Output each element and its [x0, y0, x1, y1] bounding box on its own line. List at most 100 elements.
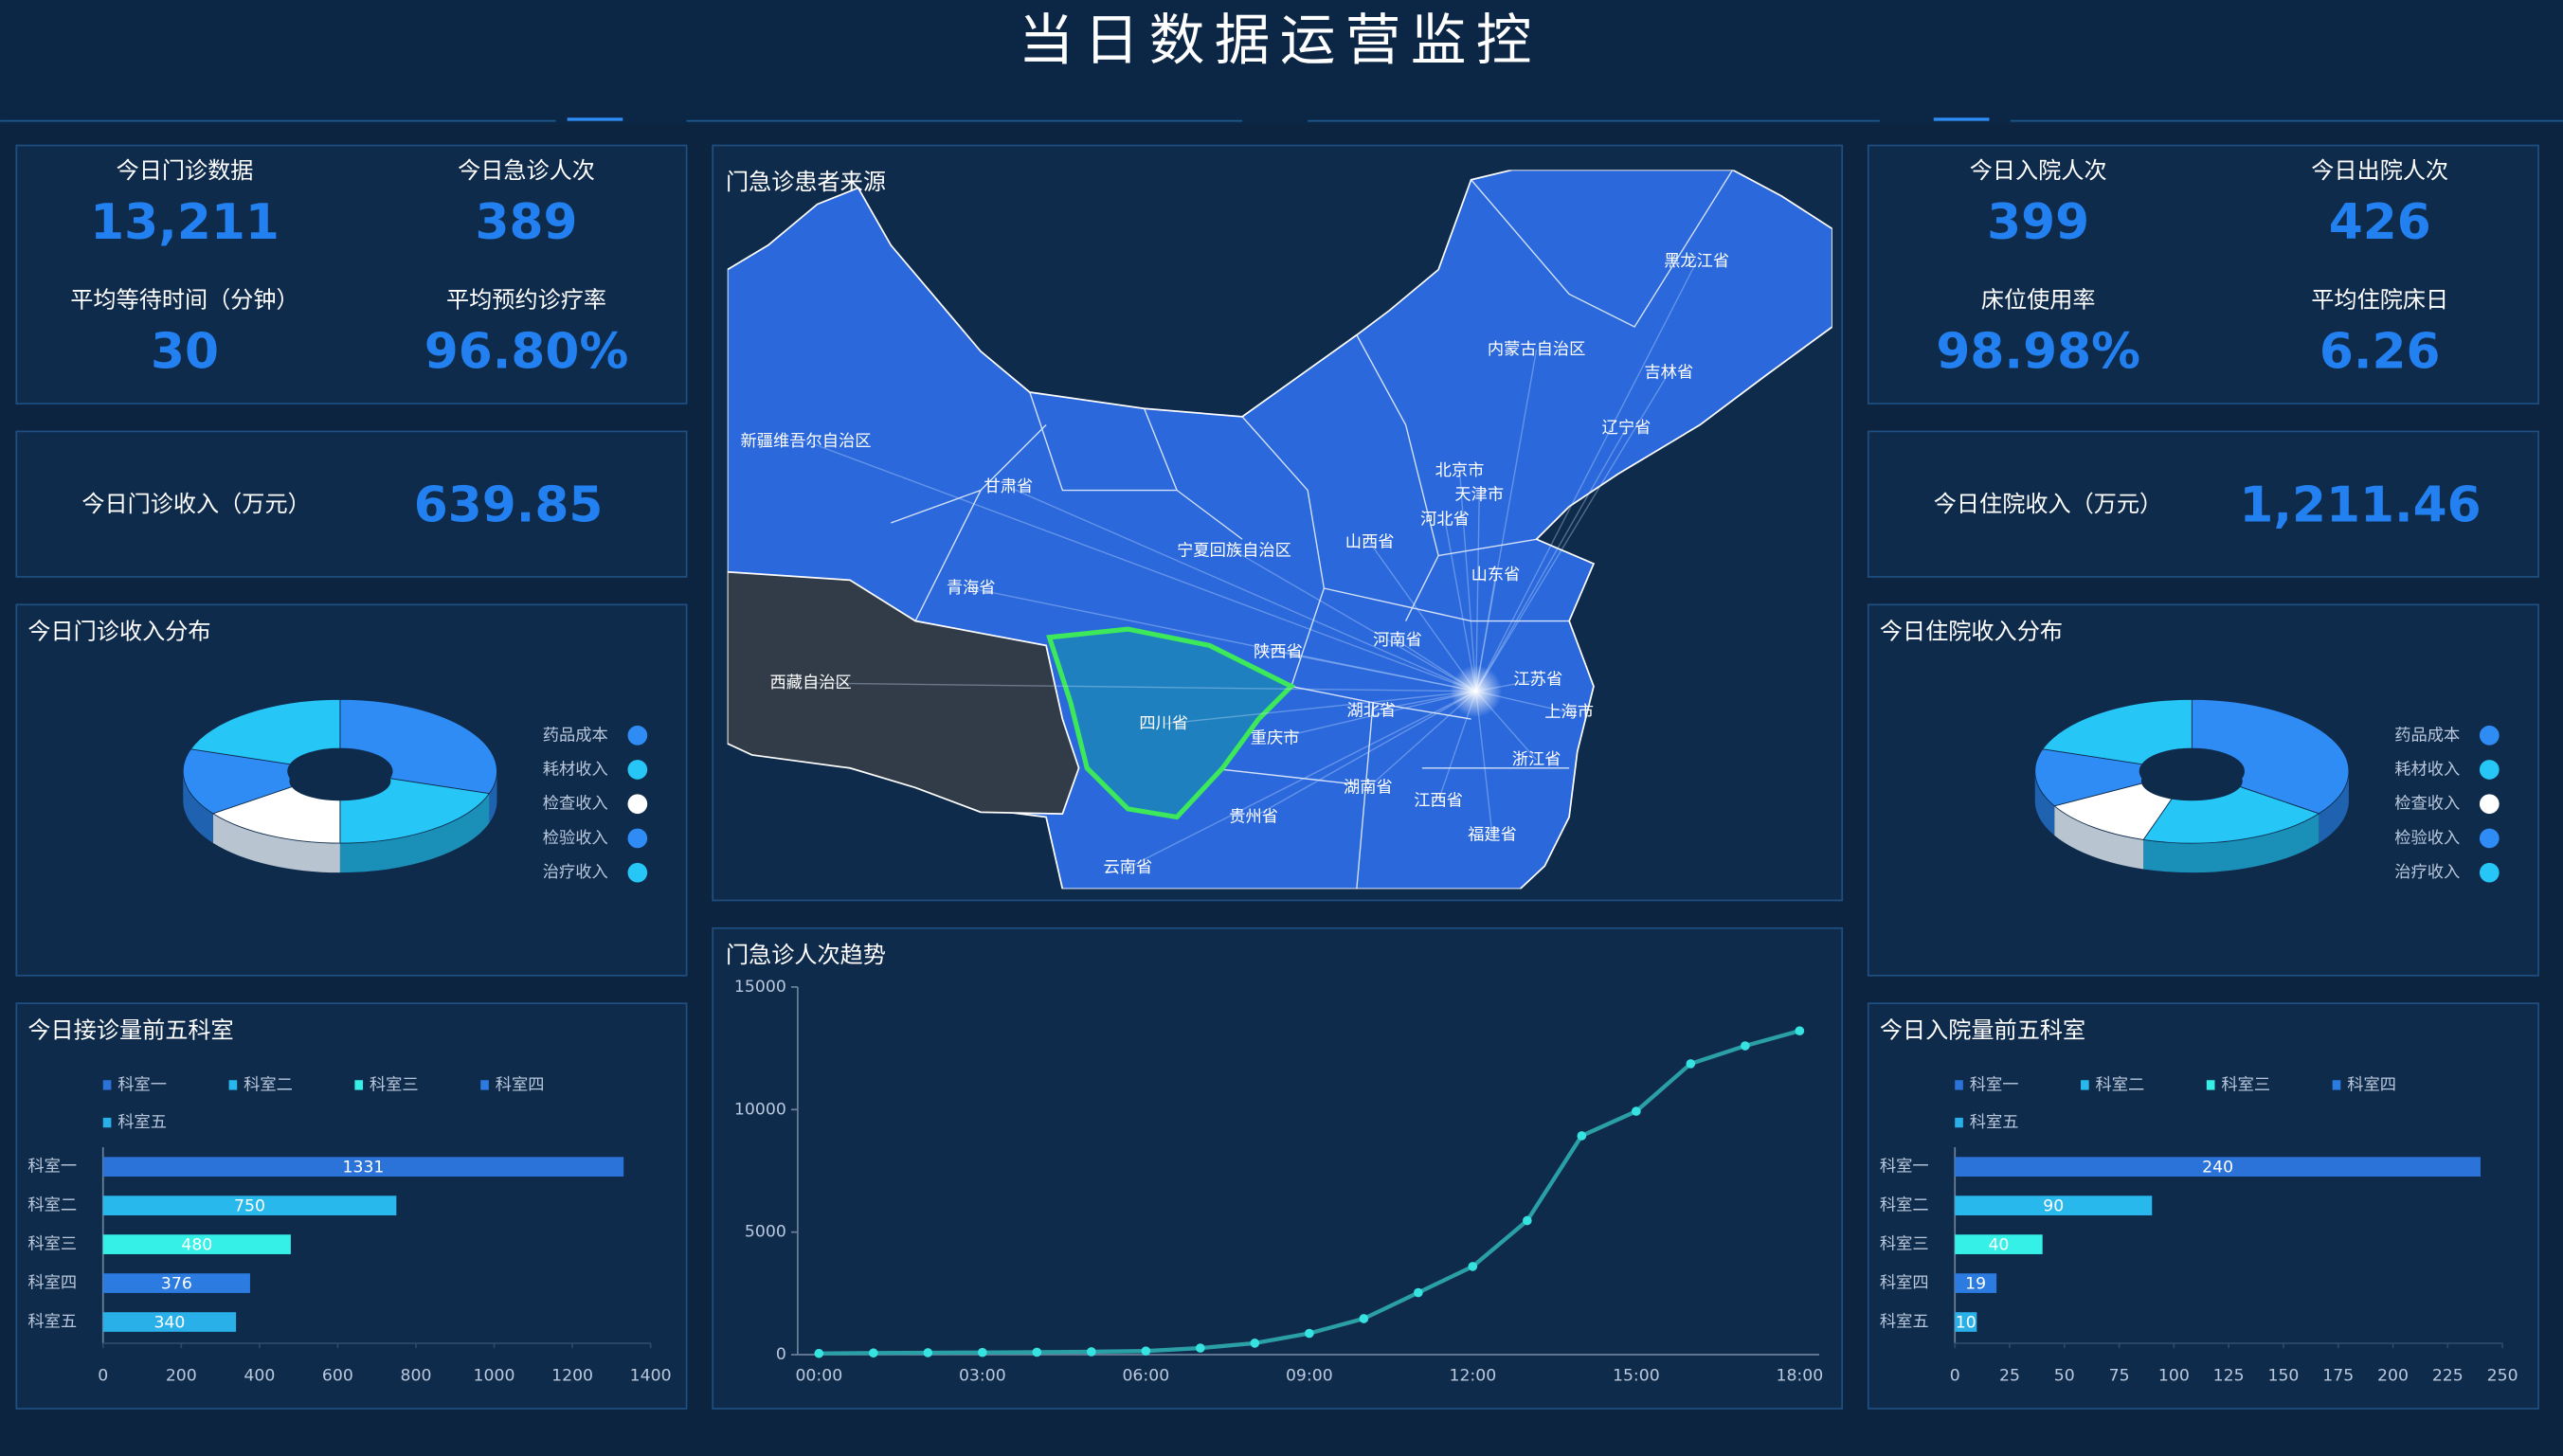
legend-label: 治疗收入 [2394, 863, 2460, 882]
map-label: 辽宁省 [1602, 419, 1652, 438]
bar [1955, 1273, 1997, 1293]
panel [712, 926, 1844, 1410]
data-label: 240 [2202, 1159, 2233, 1177]
panel [15, 144, 688, 404]
y-tick-label: 科室四 [1880, 1274, 1929, 1293]
map-label: 江西省 [1414, 791, 1463, 810]
page-title: 当日数据运营监控 [1019, 9, 1542, 73]
legend-label: 科室一 [117, 1075, 167, 1094]
panel-title: 今日住院收入分布 [1880, 619, 2063, 645]
x-tick-label: 1400 [630, 1366, 672, 1385]
flow-line [1475, 261, 1698, 692]
point [1468, 1262, 1478, 1271]
legend-label: 科室五 [117, 1113, 167, 1132]
point [814, 1348, 824, 1358]
flow-line [1475, 427, 1628, 692]
flow-line [1128, 691, 1477, 869]
map-label: 福建省 [1468, 825, 1517, 844]
map-label: 甘肃省 [984, 477, 1034, 496]
bar [1955, 1195, 2153, 1215]
map-label: 河南省 [1373, 631, 1422, 650]
map-label: 吉林省 [1644, 363, 1693, 382]
x-tick-label: 1000 [474, 1366, 515, 1385]
kpi-value: 96.80% [424, 323, 629, 380]
flow-line [1274, 691, 1476, 740]
y-tick-label: 15000 [734, 978, 786, 997]
x-tick-label: 75 [2109, 1366, 2130, 1385]
point [1195, 1343, 1205, 1353]
kpi-value: 426 [2329, 194, 2431, 251]
y-tick-label: 5000 [745, 1223, 786, 1242]
kpi-label: 今日出院人次 [2311, 157, 2448, 184]
legend-label: 检查收入 [2394, 795, 2460, 814]
pie-slice [339, 698, 497, 795]
kpi-label: 今日门诊数据 [117, 157, 254, 184]
pie-side [2319, 771, 2349, 843]
x-tick-label: 25 [1999, 1366, 2020, 1385]
map-label: 四川省 [1139, 714, 1188, 733]
legend-label: 科室五 [1970, 1113, 2019, 1132]
data-label: 750 [234, 1197, 265, 1216]
data-label: 1331 [343, 1159, 385, 1177]
legend-marker [627, 760, 648, 780]
kpi-value: 6.26 [2319, 323, 2441, 380]
map-label: 宁夏回族自治区 [1177, 541, 1291, 560]
data-label: 10 [1956, 1313, 1976, 1332]
legend-label: 药品成本 [2394, 726, 2460, 745]
map-label: 新疆维吾尔自治区 [741, 432, 872, 451]
x-tick-label: 06:00 [1122, 1366, 1169, 1385]
pie-side [183, 771, 213, 843]
point [1577, 1131, 1587, 1141]
y-tick-label: 科室四 [27, 1274, 77, 1293]
flow-line [810, 682, 1476, 692]
flow-line [805, 440, 1477, 692]
legend-marker [2479, 794, 2500, 815]
point [1686, 1059, 1696, 1069]
point [1304, 1328, 1314, 1339]
map-label: 湖南省 [1344, 778, 1393, 797]
legend-marker [2479, 725, 2500, 746]
map-label: 西藏自治区 [770, 674, 852, 692]
x-tick-label: 0 [98, 1366, 108, 1385]
pie-hole [2140, 761, 2243, 801]
point [1141, 1346, 1151, 1356]
bar [102, 1157, 624, 1177]
header-bar [0, 0, 2563, 125]
map-label: 上海市 [1544, 703, 1594, 722]
kpi-value: 389 [476, 194, 578, 251]
y-tick-label: 科室二 [1880, 1196, 1929, 1215]
y-tick-label: 科室五 [27, 1313, 77, 1332]
legend-marker [2479, 862, 2500, 883]
data-label: 40 [1988, 1235, 2009, 1254]
x-tick-label: 200 [166, 1366, 197, 1385]
bar [1955, 1157, 2481, 1177]
point [923, 1348, 933, 1357]
bar [102, 1312, 237, 1332]
x-tick-label: 600 [322, 1366, 353, 1385]
legend-marker [2479, 760, 2500, 780]
legend-label: 科室二 [244, 1075, 293, 1094]
x-tick-label: 100 [2158, 1366, 2190, 1385]
y-tick-label: 0 [776, 1345, 786, 1364]
kpi-label: 平均等待时间（分钟） [70, 286, 298, 313]
map-label: 江苏省 [1513, 671, 1562, 690]
map-label: 内蒙古自治区 [1488, 340, 1586, 359]
legend-marker [2332, 1080, 2341, 1090]
pie-slice [2034, 748, 2147, 807]
legend-marker [1955, 1080, 1963, 1090]
legend-marker [627, 794, 648, 815]
map-label: 北京市 [1435, 461, 1485, 480]
panel [1867, 430, 2539, 578]
legend-label: 治疗收入 [543, 863, 608, 882]
legend-label: 药品成本 [543, 726, 608, 745]
kpi-label: 床位使用率 [1981, 286, 2096, 313]
legend-marker [102, 1080, 112, 1090]
map-label: 重庆市 [1251, 729, 1300, 748]
legend-label: 科室三 [370, 1075, 419, 1094]
data-label: 376 [161, 1274, 192, 1293]
bar [1955, 1234, 2043, 1254]
panel-title: 门急诊人次趋势 [726, 942, 886, 968]
flow-line [1444, 519, 1477, 692]
